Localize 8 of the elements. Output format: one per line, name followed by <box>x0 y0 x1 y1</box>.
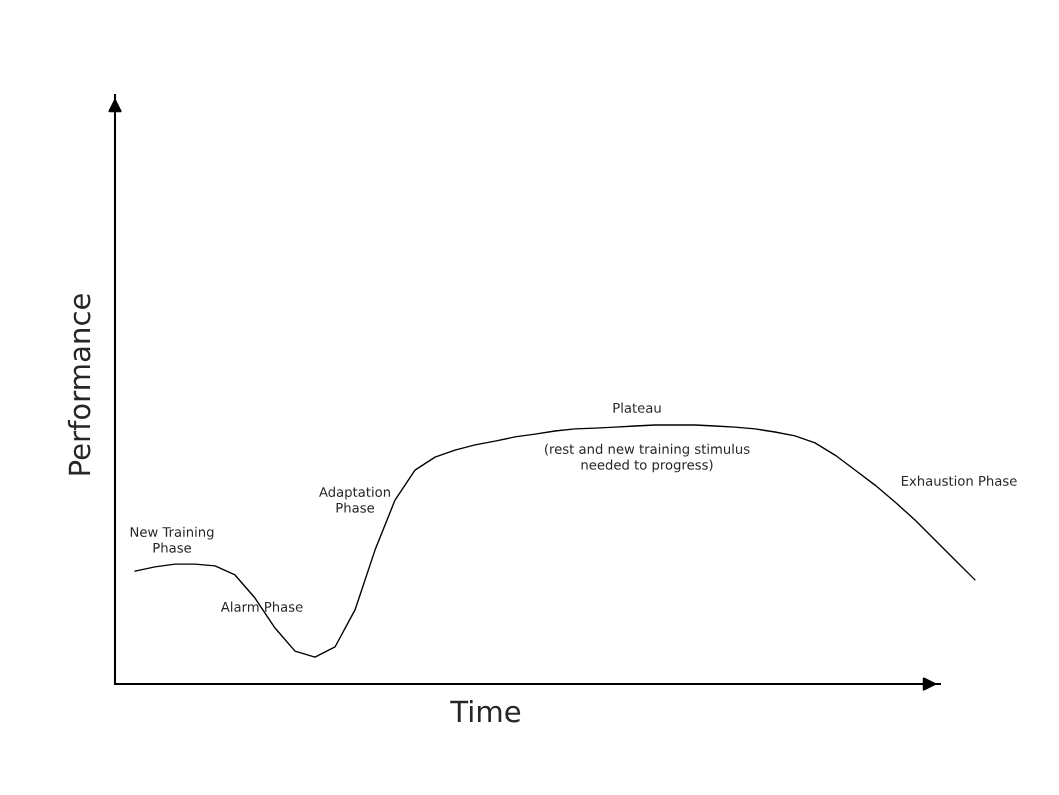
annotation: Exhaustion Phase <box>901 475 1017 486</box>
annotation: New Training Phase <box>130 526 214 553</box>
annotation: Alarm Phase <box>220 601 303 612</box>
annotation: Adaptation Phase <box>319 486 390 513</box>
y-axis-title: Performance <box>67 294 91 475</box>
text: Plateau <box>613 402 661 413</box>
annotation: (rest and new training stimulus needed to progress) <box>545 443 750 473</box>
x-axis-title: Time <box>450 699 521 723</box>
